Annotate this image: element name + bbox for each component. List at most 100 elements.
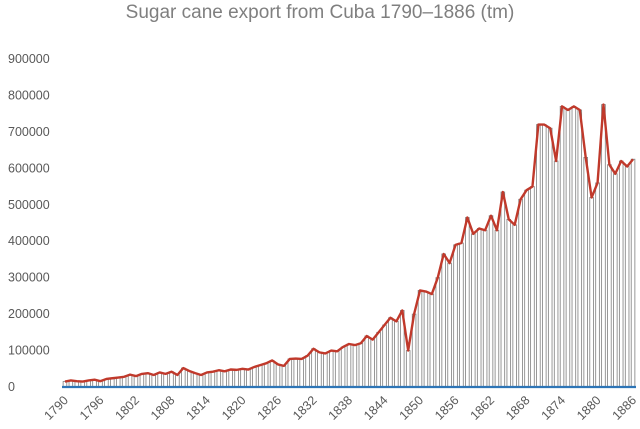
bar-1827	[281, 365, 287, 388]
bar-1837	[340, 346, 346, 388]
bar-1864	[500, 191, 506, 388]
bar-1840	[358, 342, 364, 388]
y-axis-ticks: 0 100000 200000 300000 400000 500000 600000 700…	[8, 52, 50, 394]
bar-1854	[441, 253, 446, 388]
bar-1865	[506, 218, 512, 388]
bar-1801	[127, 374, 133, 388]
export-trend-line	[64, 103, 634, 383]
bar-1855	[447, 262, 452, 388]
bar-1814	[204, 372, 210, 388]
bar-1873	[553, 160, 559, 388]
x-tick-label: 1808	[148, 393, 178, 423]
y-tick-label: 800000	[8, 88, 50, 102]
bar-1839	[352, 344, 358, 388]
y-tick-label: 0	[8, 380, 15, 394]
bar-1826	[275, 363, 281, 388]
bar-1828	[287, 358, 293, 388]
bar-1816	[216, 369, 222, 388]
bar-1815	[210, 371, 216, 388]
bar-1886	[630, 158, 636, 388]
bar-1851	[423, 291, 429, 388]
bar-1863	[494, 229, 500, 388]
bar-1881	[601, 104, 606, 388]
bar-1852	[429, 293, 435, 388]
y-tick-label: 600000	[8, 161, 50, 175]
bar-1872	[547, 127, 553, 388]
x-tick-label: 1838	[326, 393, 356, 423]
x-tick-label: 1874	[539, 393, 569, 423]
bar-1877	[577, 109, 583, 388]
bar-1860	[476, 228, 482, 388]
x-tick-label: 1832	[290, 393, 320, 423]
y-tick-label: 700000	[8, 125, 50, 139]
bar-1841	[364, 335, 369, 388]
bar-1825	[269, 359, 275, 388]
bar-1866	[512, 224, 517, 388]
bar-1833	[317, 351, 322, 388]
bar-1875	[565, 109, 571, 388]
bar-1883	[613, 173, 618, 388]
bar-1869	[530, 186, 535, 388]
bar-1862	[488, 215, 494, 388]
x-tick-label: 1880	[574, 393, 604, 423]
bar-1880	[595, 182, 600, 388]
bar-1805	[151, 374, 156, 388]
y-tick-label: 900000	[8, 52, 50, 66]
bar-1868	[524, 189, 529, 388]
x-tick-label: 1850	[397, 393, 427, 423]
bar-1830	[299, 358, 304, 388]
chart-title: Sugar cane export from Cuba 1790–1886 (t…	[125, 2, 515, 23]
bar-1834	[323, 353, 328, 388]
line-series	[64, 103, 634, 383]
bar-1842	[370, 339, 375, 388]
bar-1804	[145, 372, 151, 388]
bar-1843	[376, 331, 381, 388]
bar-1874	[559, 105, 565, 388]
bar-1813	[198, 374, 204, 388]
bar-1882	[607, 164, 612, 388]
bar-1820	[240, 368, 245, 388]
x-tick-label: 1886	[610, 393, 640, 423]
bar-1856	[453, 244, 458, 388]
bar-1831	[305, 355, 310, 388]
bar-1838	[346, 343, 352, 388]
bar-1878	[583, 156, 588, 388]
x-tick-label: 1796	[77, 393, 107, 423]
bar-1836	[334, 350, 340, 388]
bar-1823	[257, 364, 263, 388]
x-tick-label: 1802	[113, 393, 143, 423]
bar-1829	[293, 358, 298, 388]
bar-1859	[471, 233, 476, 388]
bar-1885	[624, 166, 630, 388]
bar-1817	[222, 370, 227, 388]
x-tick-label: 1856	[432, 393, 462, 423]
bar-1853	[435, 277, 440, 388]
bar-1846	[394, 320, 399, 388]
bar-1857	[459, 242, 464, 388]
x-axis-ticks: 1790 1796 1802 1808 1814 1820 1826 1832 1838 1844…	[42, 393, 640, 423]
bar-1879	[589, 197, 594, 388]
bar-1800	[121, 376, 127, 388]
bar-1861	[482, 229, 488, 388]
bar-1824	[263, 362, 269, 388]
bar-1867	[518, 198, 523, 388]
bar-1812	[192, 372, 198, 388]
bar-1845	[388, 317, 393, 388]
bar-1806	[157, 372, 162, 388]
bar-1850	[417, 290, 423, 388]
x-tick-label: 1844	[361, 393, 391, 423]
x-tick-label: 1868	[503, 393, 533, 423]
bar-1811	[186, 370, 192, 388]
bar-1835	[329, 350, 334, 388]
bar-1799	[115, 377, 121, 388]
y-tick-label: 300000	[8, 271, 50, 285]
x-tick-label: 1862	[468, 393, 498, 423]
x-tick-label: 1814	[184, 393, 214, 423]
bar-1876	[571, 105, 577, 388]
bar-1809	[175, 374, 180, 388]
y-tick-label: 400000	[8, 234, 50, 248]
bar-1803	[139, 373, 145, 388]
y-tick-label: 500000	[8, 198, 50, 212]
x-tick-label: 1826	[255, 393, 285, 423]
y-tick-label: 200000	[8, 307, 50, 321]
